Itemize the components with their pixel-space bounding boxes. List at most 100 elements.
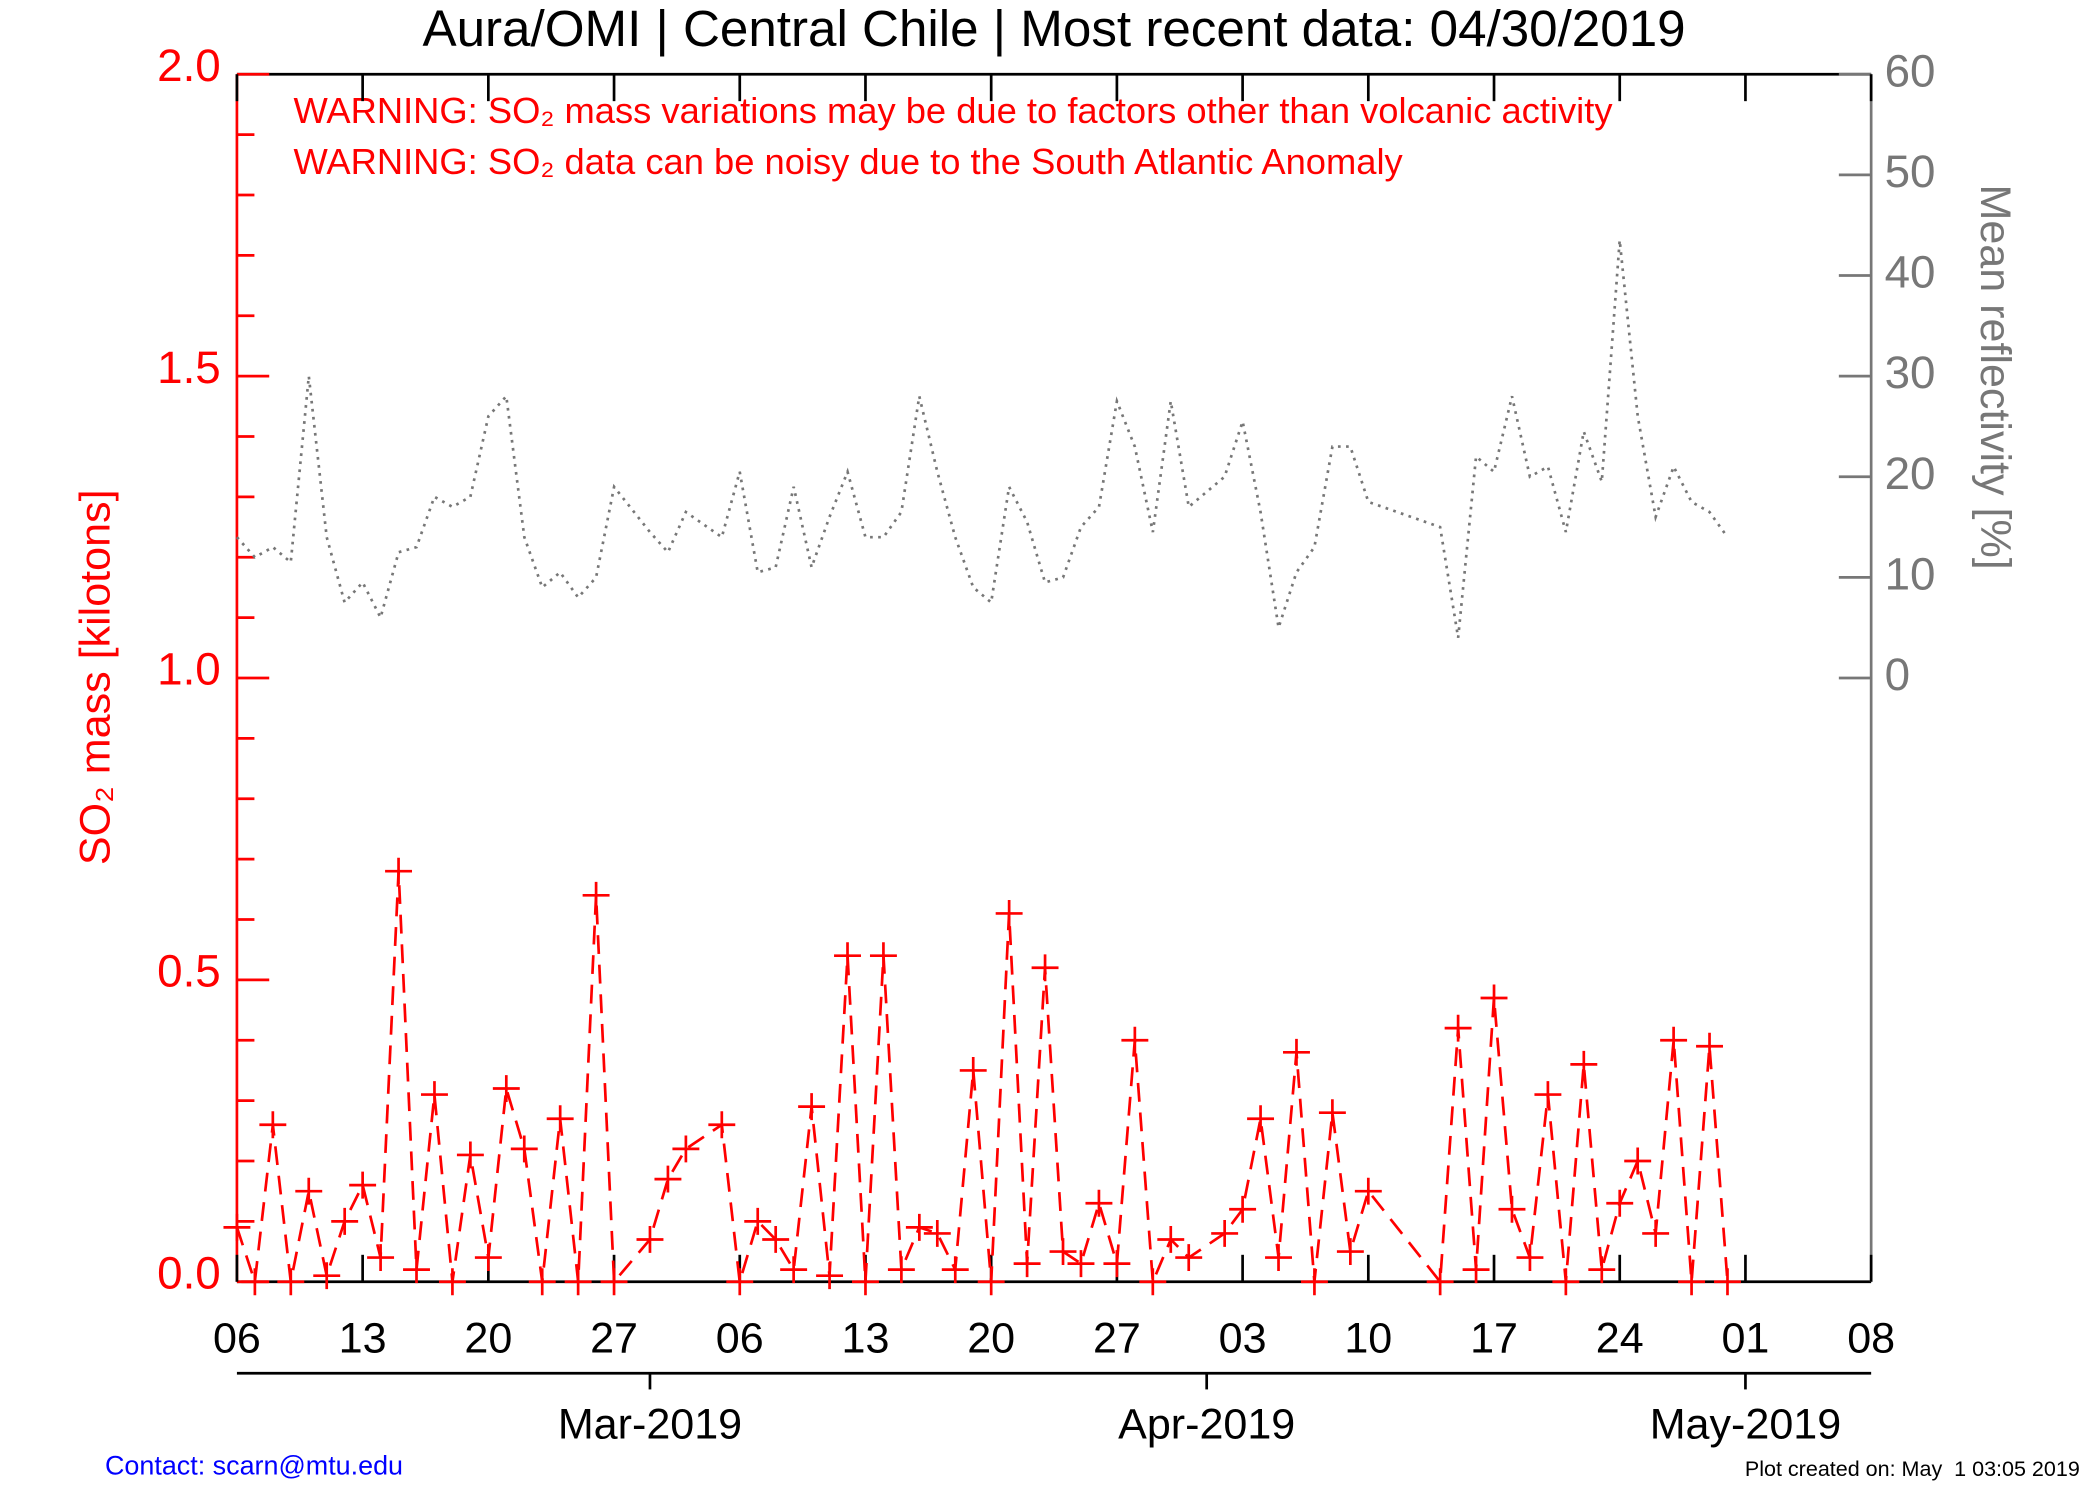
data-point [438,1268,466,1296]
data-point [582,881,610,909]
data-point [798,1093,826,1121]
data-point [941,1256,969,1284]
y-axis-label: SO₂ mass [kilotons] [72,489,120,865]
data-point [887,1256,915,1284]
data-point [385,857,413,885]
x-tick-label: 17 [1470,1314,1518,1362]
data-point [977,1268,1005,1296]
chart-title: Aura/OMI | Central Chile | Most recent d… [422,0,1685,57]
y2-tick-label: 20 [1885,448,1936,499]
data-point [1714,1268,1741,1296]
y-tick-label: 0.5 [157,946,221,997]
contact: Contact: scarn@mtu.edu [105,1451,403,1481]
data-point [349,1171,377,1199]
data-point [1103,1250,1131,1278]
data-point [528,1268,556,1296]
x-tick-label: 24 [1596,1314,1644,1362]
data-point [241,1268,269,1296]
created-note: Plot created on: May 1 03:05 2019 [1745,1457,2080,1481]
data-point [1426,1268,1454,1296]
y2-tick-label: 40 [1885,247,1936,298]
data-point [1300,1268,1328,1296]
x-tick-label: 06 [213,1314,261,1362]
data-point [708,1111,736,1139]
y2-axis-label: Mean reflectivity [%] [1971,184,2019,569]
data-point [834,942,861,970]
x-tick-label: 06 [716,1314,764,1362]
data-point [1013,1250,1041,1278]
data-point [331,1207,359,1235]
data-point [1121,1026,1149,1054]
data-point [223,1213,251,1241]
data-point [1480,984,1508,1012]
y2-tick-label: 0 [1885,649,1910,700]
data-point [923,1219,951,1247]
data-point [259,1111,287,1139]
data-point [421,1081,448,1109]
data-point [456,1141,484,1169]
data-point [726,1268,754,1296]
data-point [1247,1105,1275,1133]
data-point [1318,1099,1346,1127]
data-point [1157,1226,1185,1253]
data-point [1175,1244,1203,1272]
x-tick-label: 10 [1344,1314,1392,1362]
data-point [1229,1195,1257,1223]
data-point [564,1268,592,1296]
data-point [1624,1147,1652,1175]
data-point [295,1177,323,1205]
data-point [959,1056,987,1084]
data-point [1606,1189,1634,1217]
data-point [1534,1081,1562,1109]
data-point [1696,1032,1723,1060]
data-point [1552,1268,1580,1296]
data-point [546,1105,574,1133]
data-point [1444,1014,1472,1042]
data-point [1211,1219,1239,1247]
data-point [654,1165,682,1193]
y-tick-label: 1.0 [157,644,221,695]
data-point [403,1256,430,1284]
x-tick-label: 20 [967,1314,1015,1362]
data-point [367,1244,395,1272]
data-point [762,1226,790,1253]
data-point [1336,1238,1364,1266]
data-point [1678,1268,1706,1296]
series-line [235,871,1729,1286]
data-point [1498,1195,1526,1223]
data-point [313,1262,341,1290]
month-tick-label: May-2019 [1650,1400,1841,1448]
x-tick-label: 01 [1721,1314,1769,1362]
x-tick-label: 27 [1093,1314,1141,1362]
data-point [492,1075,520,1102]
y-tick-label: 2.0 [157,40,221,91]
x-tick-label: 03 [1219,1314,1267,1362]
data-point [1049,1238,1077,1266]
y2-tick-label: 10 [1885,548,1936,599]
data-point [905,1213,933,1241]
data-point [1588,1256,1616,1284]
x-tick-label: 20 [464,1314,512,1362]
y-tick-label: 0.0 [157,1247,221,1298]
data-point [1283,1038,1310,1066]
y-tick-label: 1.5 [157,342,221,393]
warning: WARNING: SO₂ data can be noisy due to th… [293,141,1403,182]
data-point [1031,954,1059,982]
data-point [869,942,897,970]
warning: WARNING: SO₂ mass variations may be due … [293,90,1613,131]
x-tick-label: 13 [339,1314,387,1362]
data-point [636,1226,664,1253]
data-point [1067,1250,1095,1278]
data-point [1642,1219,1670,1247]
x-tick-label: 27 [590,1314,638,1362]
y2-tick-label: 30 [1885,347,1936,398]
x-tick-label: 08 [1847,1314,1895,1362]
data-point [474,1244,502,1272]
data-point [600,1268,628,1296]
month-tick-label: Mar-2019 [558,1400,742,1448]
data-point [995,899,1023,927]
data-point [1085,1189,1113,1217]
data-point [744,1207,772,1235]
data-point [852,1268,879,1296]
